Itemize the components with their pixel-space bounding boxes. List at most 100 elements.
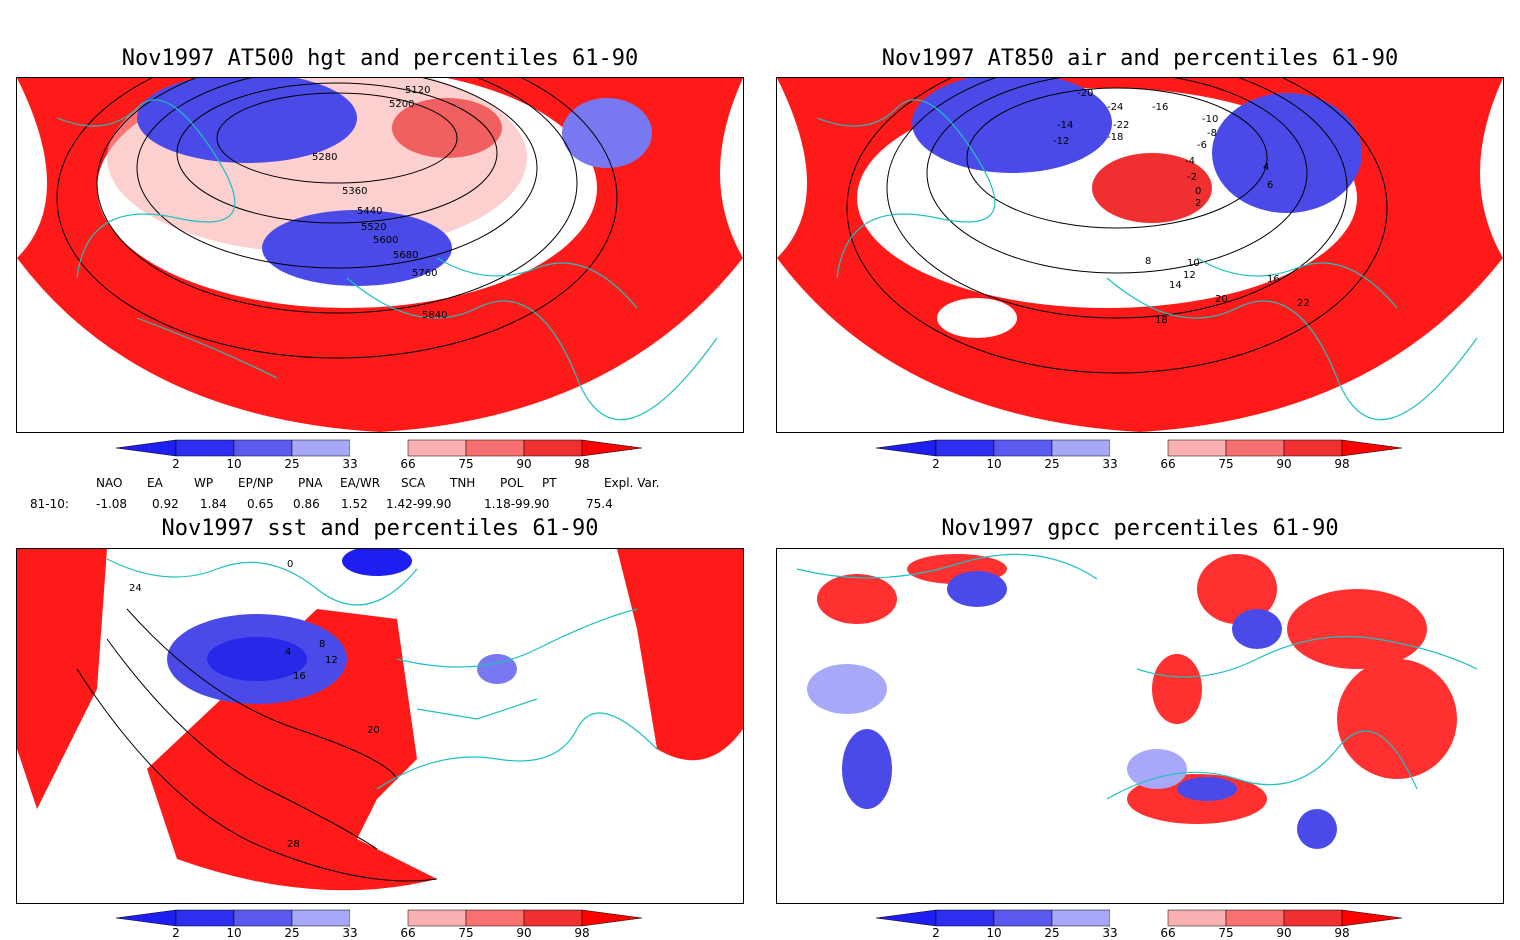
index-row-label: 81-10: [30,497,69,511]
map-panel-hgt500: 5120 5200 5280 5360 5440 5520 5600 5680 … [16,77,744,433]
cbar-label: 98 [574,926,590,940]
contour-label-neg12: -12 [1053,136,1069,147]
cbar-label: 10 [986,926,1002,940]
sst-contour-label-24: 24 [129,583,142,594]
cbar-label: 98 [1334,457,1350,471]
index-header-pol: POL [500,476,524,490]
cbar-label: 33 [1102,926,1118,940]
cbar-label: 66 [1160,457,1176,471]
contour-label-neg24: -24 [1107,102,1123,113]
contour-label-6: 6 [1267,180,1273,191]
contour-label-neg4: -4 [1185,156,1195,167]
cbar-label: 2 [172,457,180,471]
contour-label-0: 0 [1195,186,1201,197]
cbar-label: 25 [1044,926,1060,940]
contour-label-neg10: -10 [1202,114,1218,125]
contour-label-20: 20 [1215,294,1228,305]
index-header-pt: PT [542,476,557,490]
cbar-label: 98 [1334,926,1350,940]
index-value-eawr: 1.52 [341,497,368,511]
contour-label-5680: 5680 [393,250,418,261]
index-header-sca: SCA [401,476,426,490]
cbar-label: 10 [226,926,242,940]
contour-label-neg8: -8 [1207,128,1217,139]
index-header-nao: NAO [96,476,123,490]
contour-label-neg16: -16 [1152,102,1168,113]
contour-label-10: 10 [1187,258,1200,269]
cbar-label: 10 [986,457,1002,471]
sst-contour-label-0: 0 [287,559,293,570]
contour-label-5440: 5440 [357,206,382,217]
sst-contour-label-12: 12 [325,655,338,666]
cbar-label: 75 [1218,457,1234,471]
contour-label-5120: 5120 [405,85,430,96]
contour-label-4: 4 [1263,162,1269,173]
index-value-pol-pt: 1.18-99.90 [484,497,550,511]
contour-label-5360: 5360 [342,186,367,197]
contour-label-18: 18 [1155,315,1168,326]
cbar-label: 25 [284,457,300,471]
index-header-wp: WP [194,476,214,490]
cbar-label: 25 [284,926,300,940]
sst-contour-label-8: 8 [319,639,325,650]
cbar-label: 33 [342,457,358,471]
index-header-epnp: EP/NP [238,476,274,490]
contour-label-5760: 5760 [412,268,437,279]
contour-label-5840: 5840 [422,310,447,321]
contour-label-neg2: -2 [1187,172,1197,183]
panel-title-sst: Nov1997 sst and percentiles 61-90 [161,516,599,541]
map-panel-gpcc [776,548,1504,904]
colorbar-air850 [876,439,1403,457]
cbar-label: 90 [1276,926,1292,940]
sst-contour-label-20: 20 [367,725,380,736]
contour-label-5520: 5520 [361,222,386,233]
index-value-expl-var: 75.4 [586,497,613,511]
cbar-label: 66 [1160,926,1176,940]
colorbar-gpcc [876,909,1403,927]
cbar-label: 2 [932,457,940,471]
cbar-label: 25 [1044,457,1060,471]
contour-label-neg20: -20 [1077,88,1093,99]
cbar-label: 33 [1102,457,1118,471]
contour-label-12: 12 [1183,270,1196,281]
index-header-ea: EA [147,476,163,490]
sst-contour-label-28: 28 [287,839,300,850]
index-value-epnp: 0.65 [247,497,274,511]
cbar-label: 90 [516,457,532,471]
contour-label-neg6: -6 [1197,140,1207,151]
cbar-label: 33 [342,926,358,940]
index-value-pna: 0.86 [293,497,320,511]
contour-label-16: 16 [1267,274,1280,285]
contour-label-5280: 5280 [312,152,337,163]
index-header-tnh: TNH [450,476,476,490]
contour-label-neg18: -18 [1107,132,1123,143]
sst-contour-label-16: 16 [293,671,306,682]
cbar-label: 98 [574,457,590,471]
index-value-sca-tnh: 1.42-99.90 [386,497,452,511]
contour-label-5200: 5200 [389,99,414,110]
sst-contour-label-4: 4 [285,647,291,658]
index-value-nao: -1.08 [96,497,128,511]
map-panel-air850: -20 -24 -22 -18 -16 -14 -12 -10 -8 -6 -4… [776,77,1504,433]
contour-label-5600: 5600 [373,235,398,246]
cbar-label: 2 [932,926,940,940]
cbar-label: 66 [400,457,416,471]
cbar-label: 90 [1276,457,1292,471]
index-header-pna: PNA [298,476,323,490]
contour-label-neg14: -14 [1057,120,1073,131]
cbar-label: 75 [458,457,474,471]
index-header-eawr: EA/WR [340,476,381,490]
contour-label-14: 14 [1169,280,1182,291]
contour-label-8: 8 [1145,256,1151,267]
panel-title-air850: Nov1997 AT850 air and percentiles 61-90 [881,46,1399,71]
cbar-label: 66 [400,926,416,940]
map-panel-sst: 0 4 8 12 16 20 24 28 [16,548,744,904]
cbar-label: 90 [516,926,532,940]
index-header-expl-var: Expl. Var. [604,476,660,490]
contour-label-neg22: -22 [1113,120,1129,131]
cbar-label: 75 [458,926,474,940]
panel-title-hgt500: Nov1997 AT500 hgt and percentiles 61-90 [121,46,639,71]
panel-title-gpcc: Nov1997 gpcc percentiles 61-90 [941,516,1339,541]
contour-label-22: 22 [1297,298,1310,309]
colorbar-sst [116,909,643,927]
